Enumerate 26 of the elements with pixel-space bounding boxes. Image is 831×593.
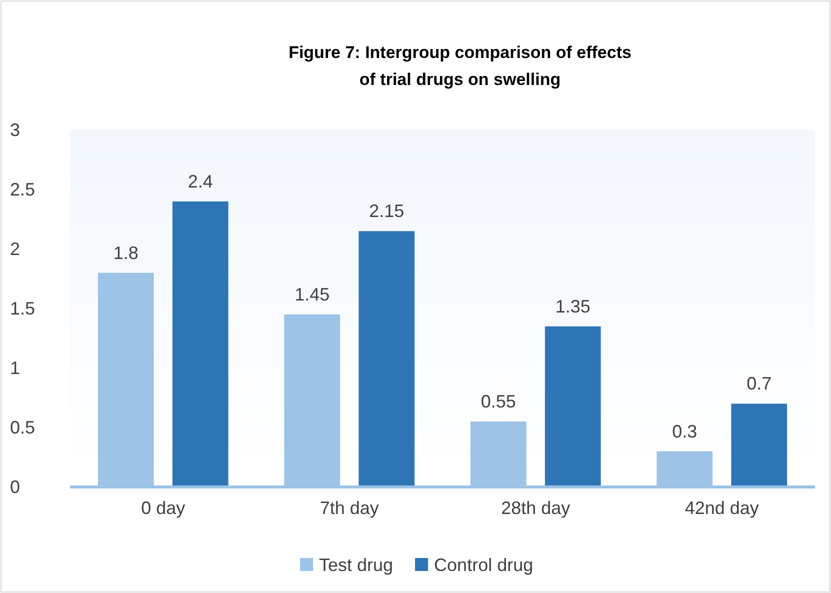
data-label: 0.3 bbox=[672, 421, 698, 442]
data-label: 1.35 bbox=[555, 296, 590, 316]
data-label: 0.55 bbox=[480, 392, 516, 412]
bar bbox=[731, 404, 788, 487]
data-label: 2.15 bbox=[369, 201, 404, 222]
y-tick-label: 0.5 bbox=[10, 417, 36, 438]
data-label: 1.8 bbox=[113, 242, 138, 263]
y-tick-label: 1 bbox=[10, 358, 20, 378]
bar bbox=[544, 326, 601, 487]
bar bbox=[358, 231, 415, 487]
x-tick-label: 0 day bbox=[141, 498, 186, 518]
data-label: 0.7 bbox=[746, 374, 772, 394]
legend-label: Control drug bbox=[434, 555, 534, 575]
y-tick-label: 0 bbox=[10, 476, 20, 497]
legend-label: Test drug bbox=[319, 555, 394, 575]
x-tick-label: 28th day bbox=[501, 498, 570, 518]
x-tick-label: 42nd day bbox=[684, 498, 759, 518]
y-tick-label: 2 bbox=[10, 238, 20, 259]
bar bbox=[172, 201, 228, 487]
chart-title: Figure 7: Intergroup comparison of effects of trial drugs on swelling bbox=[288, 43, 632, 89]
y-tick-label: 3 bbox=[10, 120, 20, 140]
x-tick-label: 7th day bbox=[320, 498, 379, 518]
y-tick-label: 1.5 bbox=[10, 298, 36, 318]
data-label: 2.4 bbox=[188, 171, 213, 192]
data-label: 1.45 bbox=[294, 284, 330, 304]
y-tick-label: 2.5 bbox=[10, 179, 36, 200]
